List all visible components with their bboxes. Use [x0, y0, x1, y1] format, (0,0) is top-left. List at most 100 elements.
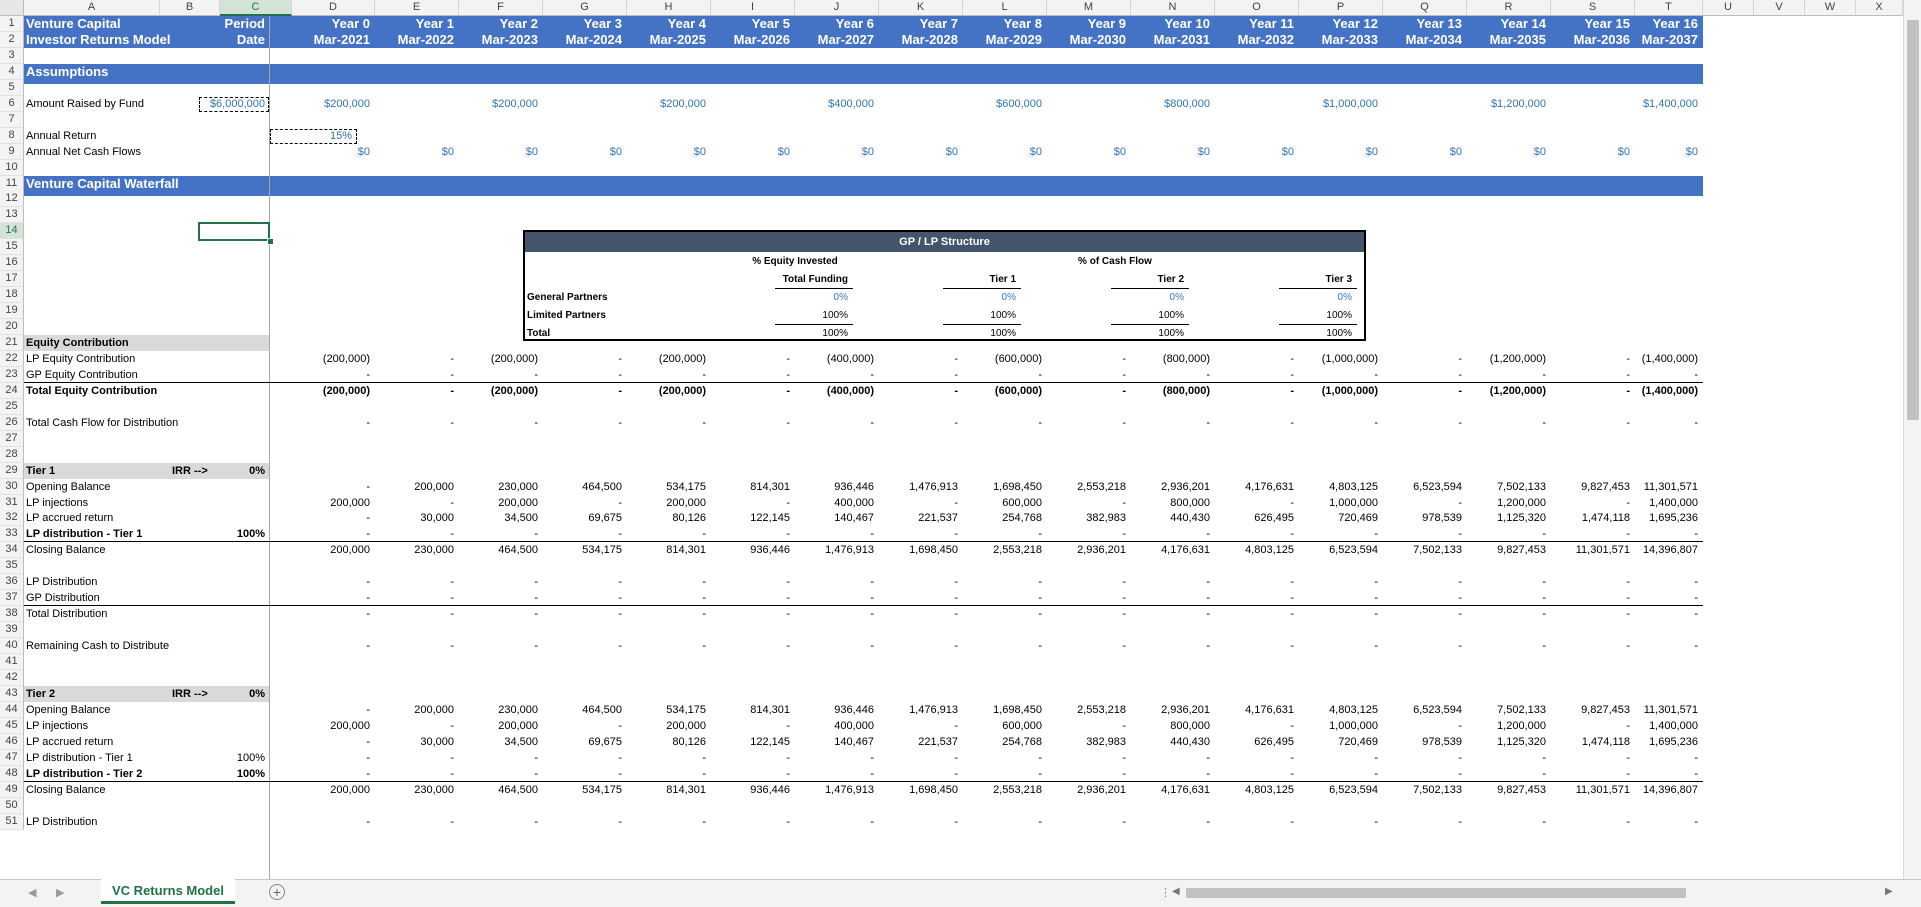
scroll-right-icon[interactable]: ▶ — [1885, 886, 1893, 897]
net-cash-flow-value: $0 — [1365, 145, 1378, 158]
row-header[interactable]: 51 — [0, 813, 24, 830]
row-header[interactable]: 42 — [0, 669, 24, 686]
column-header[interactable]: H — [627, 0, 711, 16]
gp-distribution-value: - — [1626, 592, 1630, 605]
row-header[interactable]: 29 — [0, 462, 24, 479]
vertical-scroll-thumb[interactable] — [1907, 20, 1919, 420]
row-header[interactable]: 14 — [0, 223, 24, 240]
column-header[interactable]: L — [963, 0, 1047, 16]
row-header[interactable]: 25 — [0, 398, 24, 415]
row-header[interactable]: 24 — [0, 382, 24, 399]
column-header[interactable]: K — [879, 0, 963, 16]
row-header[interactable]: 6 — [0, 95, 24, 112]
row-header[interactable]: 7 — [0, 111, 24, 128]
row-header[interactable]: 27 — [0, 430, 24, 447]
column-header[interactable]: V — [1754, 0, 1805, 16]
add-sheet-icon[interactable]: + — [269, 884, 285, 900]
column-header[interactable]: B — [160, 0, 220, 16]
column-header[interactable]: X — [1856, 0, 1903, 16]
row-header[interactable]: 1 — [0, 16, 24, 32]
column-header[interactable]: O — [1215, 0, 1299, 16]
row-header[interactable]: 3 — [0, 47, 24, 64]
row-header[interactable]: 19 — [0, 303, 24, 320]
row-header[interactable]: 32 — [0, 510, 24, 527]
tier2-accrued-value: 221,537 — [918, 735, 958, 748]
row-header[interactable]: 31 — [0, 494, 24, 511]
row-header[interactable]: 10 — [0, 159, 24, 176]
row-header[interactable]: 40 — [0, 638, 24, 655]
row-header[interactable]: 2 — [0, 31, 24, 48]
horizontal-scroll-thumb[interactable] — [1186, 888, 1686, 898]
row-header[interactable]: 48 — [0, 765, 24, 782]
row-header[interactable]: 18 — [0, 287, 24, 304]
row-header[interactable]: 33 — [0, 526, 24, 543]
row-header[interactable]: 49 — [0, 781, 24, 798]
row-header[interactable]: 16 — [0, 255, 24, 272]
total-equity-label: Total Equity Contribution — [26, 384, 158, 397]
sheet-tab-vc-returns-model[interactable]: VC Returns Model — [101, 879, 235, 904]
row-header[interactable]: 4 — [0, 63, 24, 80]
column-header[interactable]: W — [1805, 0, 1856, 16]
scroll-left-icon[interactable]: ◀ — [1172, 886, 1180, 897]
tier2-opening-value: 2,553,218 — [1077, 703, 1126, 716]
tab-split-handle[interactable]: ⋮ — [1160, 887, 1171, 899]
row-header[interactable]: 28 — [0, 446, 24, 463]
row-header[interactable]: 46 — [0, 733, 24, 750]
row-header[interactable]: 5 — [0, 79, 24, 96]
tier1-closing-value: 7,502,133 — [1413, 544, 1462, 557]
total-cash-flow-label: Total Cash Flow for Distribution — [26, 416, 179, 429]
column-header[interactable]: U — [1703, 0, 1754, 16]
row-header[interactable]: 35 — [0, 558, 24, 575]
column-header[interactable]: D — [292, 0, 375, 16]
row-header[interactable]: 8 — [0, 127, 24, 144]
active-cell-c14[interactable] — [198, 222, 270, 242]
row-header[interactable]: 11 — [0, 175, 24, 192]
column-header[interactable]: I — [711, 0, 795, 16]
net-cash-flow-value: $0 — [357, 145, 370, 158]
amount-raised-input-box[interactable] — [199, 96, 269, 112]
column-header[interactable]: M — [1047, 0, 1131, 16]
row-header[interactable]: 50 — [0, 797, 24, 814]
row-header[interactable]: 13 — [0, 207, 24, 224]
next-sheet-icon[interactable]: ▶ — [56, 887, 65, 899]
annual-return-input-box[interactable] — [270, 128, 357, 144]
column-header[interactable]: E — [375, 0, 459, 16]
column-header[interactable]: F — [459, 0, 543, 16]
column-header[interactable]: R — [1467, 0, 1551, 16]
row-header[interactable]: 20 — [0, 319, 24, 336]
column-header[interactable]: S — [1551, 0, 1635, 16]
row-header[interactable]: 9 — [0, 143, 24, 160]
row-header[interactable]: 37 — [0, 590, 24, 607]
row-header[interactable]: 12 — [0, 191, 24, 208]
vertical-scrollbar[interactable] — [1903, 0, 1921, 879]
row-header[interactable]: 43 — [0, 685, 24, 702]
row-header[interactable]: 38 — [0, 606, 24, 623]
row-header[interactable]: 30 — [0, 478, 24, 495]
column-header[interactable]: N — [1131, 0, 1215, 16]
row-header[interactable]: 34 — [0, 542, 24, 559]
column-header[interactable]: C — [220, 0, 292, 16]
row-header[interactable]: 39 — [0, 622, 24, 639]
row-header[interactable]: 22 — [0, 350, 24, 367]
total-distribution-value: - — [1206, 608, 1210, 621]
column-header[interactable]: J — [795, 0, 879, 16]
column-header[interactable]: T — [1635, 0, 1703, 16]
column-header[interactable]: P — [1299, 0, 1383, 16]
row-header[interactable]: 41 — [0, 654, 24, 670]
select-all-corner[interactable] — [0, 0, 24, 16]
prev-sheet-icon[interactable]: ◀ — [28, 887, 37, 899]
column-header[interactable]: A — [24, 0, 160, 16]
column-header[interactable]: G — [543, 0, 627, 16]
row-header[interactable]: 26 — [0, 414, 24, 431]
row-header[interactable]: 45 — [0, 717, 24, 734]
row-header[interactable]: 21 — [0, 335, 24, 351]
row-header[interactable]: 47 — [0, 749, 24, 766]
row-header[interactable]: 15 — [0, 239, 24, 256]
row-header[interactable]: 23 — [0, 366, 24, 383]
row-header[interactable]: 44 — [0, 701, 24, 718]
tier2-d2-value: - — [1206, 767, 1210, 780]
row-header[interactable]: 36 — [0, 574, 24, 591]
fill-handle[interactable] — [267, 238, 274, 246]
row-header[interactable]: 17 — [0, 271, 24, 288]
column-header[interactable]: Q — [1383, 0, 1467, 16]
